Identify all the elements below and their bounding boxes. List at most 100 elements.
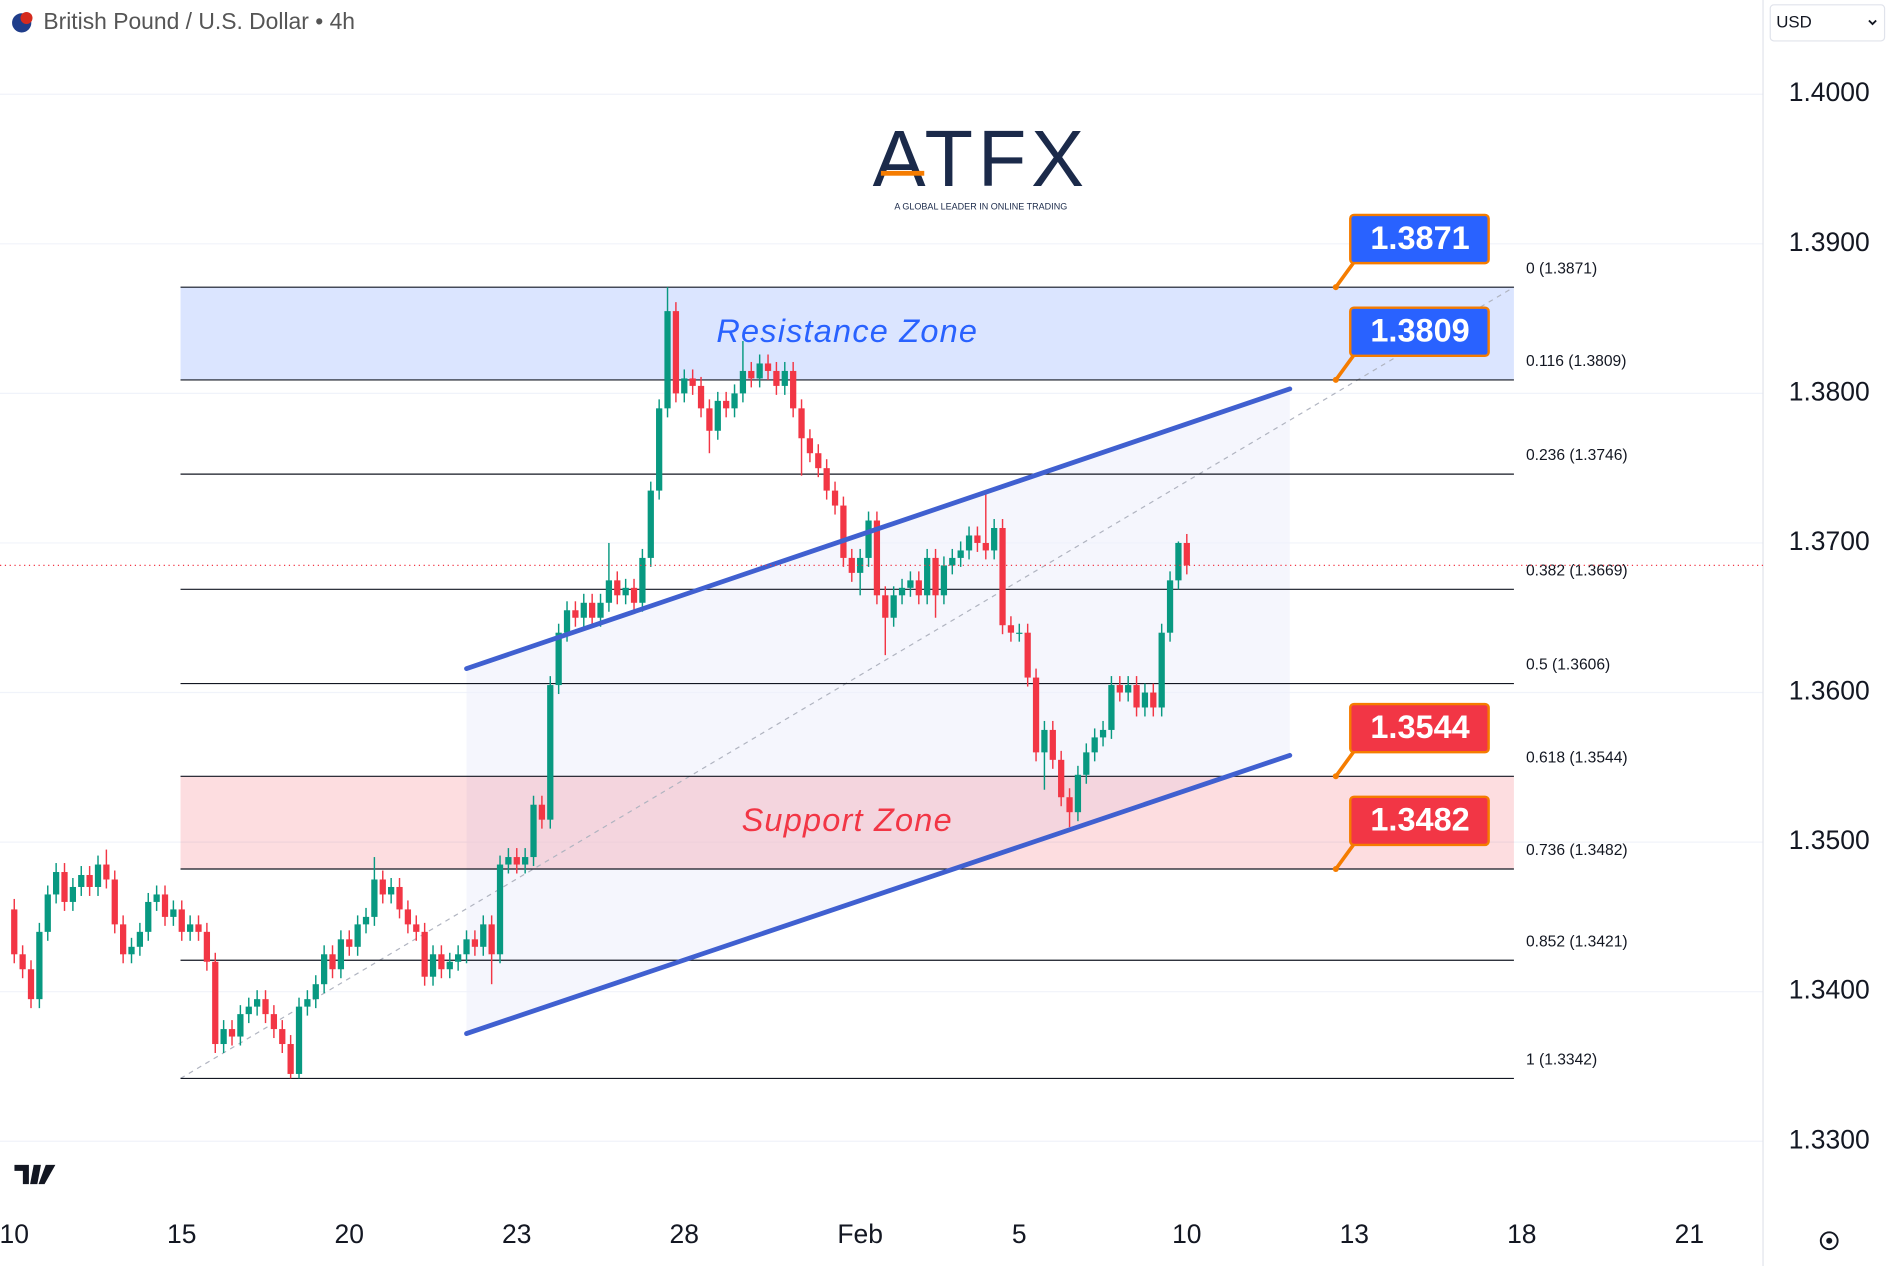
candle-body (806, 438, 814, 454)
candle-body (840, 505, 847, 558)
candle-body (1016, 632, 1023, 634)
candle-body (739, 370, 747, 394)
candle-body (136, 931, 144, 947)
candle-body (36, 931, 43, 1000)
candle-body (11, 909, 18, 955)
candle-body (438, 954, 445, 970)
candle-body (597, 602, 604, 618)
candle-body (697, 385, 705, 409)
candle-body (128, 946, 135, 955)
price-tag-label: 1.3871 (1370, 220, 1469, 256)
candle-body (1041, 729, 1048, 753)
candle-body (672, 311, 680, 394)
x-tick-label: Feb (837, 1219, 883, 1249)
candle-body (187, 924, 194, 932)
candle-body (1108, 685, 1115, 730)
tag-anchor (1332, 773, 1339, 780)
x-tick-label: 10 (0, 1219, 29, 1249)
fib-label: 1 (1.3342) (1526, 1052, 1597, 1069)
candle-body (446, 961, 453, 970)
candle-body (798, 408, 805, 439)
candle-body (488, 924, 495, 955)
candle-body (480, 924, 487, 947)
currency-label[interactable]: USD (1776, 12, 1812, 31)
candle-body (530, 804, 537, 858)
candle-body (69, 886, 77, 902)
price-tag-label: 1.3809 (1370, 313, 1469, 349)
candle-body (991, 527, 998, 551)
candle-body (1175, 542, 1182, 581)
candle-body (756, 363, 763, 379)
candle-body (19, 954, 26, 970)
candle-body (1116, 685, 1123, 693)
candle-body (471, 939, 479, 947)
candle-body (237, 1014, 244, 1037)
candle-body (111, 879, 118, 925)
candle-body (630, 587, 638, 603)
candle-body (262, 999, 269, 1015)
candle-body (429, 954, 437, 977)
candle-body (496, 864, 504, 955)
fib-label: 0.852 (1.3421) (1526, 933, 1628, 950)
candle-body (714, 400, 721, 431)
candle-body (731, 393, 738, 409)
y-tick-label: 1.3400 (1789, 975, 1870, 1005)
candle-body (907, 580, 914, 588)
background-layer (0, 93, 1764, 1142)
y-tick-label: 1.3600 (1789, 676, 1870, 706)
candle-body (1166, 580, 1174, 633)
tag-anchor (1332, 376, 1339, 383)
x-tick-label: 13 (1340, 1219, 1369, 1249)
x-tick-label: 28 (670, 1219, 699, 1249)
price-tag (1349, 306, 1490, 358)
x-tick-label: 15 (167, 1219, 196, 1249)
candle-body (1125, 685, 1132, 693)
candle-body (522, 857, 529, 865)
settings-icon[interactable] (1819, 1231, 1839, 1251)
fib-label: 0.116 (1.3809) (1526, 353, 1626, 370)
candle-body (580, 602, 587, 618)
logo-accent (880, 170, 925, 176)
candle-body (1150, 692, 1157, 708)
x-tick-label: 18 (1507, 1219, 1536, 1249)
candle-body (379, 879, 386, 895)
candle-body (1091, 737, 1098, 753)
candle-body (161, 894, 169, 917)
candle-body (773, 370, 780, 386)
candle-body (547, 685, 554, 820)
y-tick-label: 1.4000 (1789, 77, 1870, 107)
candle-body (831, 490, 839, 506)
tag-pointer (1334, 748, 1357, 778)
candle-body (572, 610, 579, 618)
channel-fill (466, 388, 1290, 1034)
candle-body (1024, 632, 1031, 678)
fib-diagonal (180, 286, 1515, 1079)
candle-body (999, 527, 1006, 626)
candle-body (982, 542, 989, 551)
candle-body (195, 924, 202, 932)
candle-body (723, 400, 730, 409)
candle-body (563, 610, 571, 633)
tag-anchor (1332, 284, 1339, 291)
candle-body (823, 468, 830, 491)
candle-body (940, 565, 948, 596)
candle-body (890, 595, 897, 618)
currency-select[interactable] (1769, 4, 1886, 42)
candle-body (1099, 729, 1107, 738)
candle-body (321, 954, 328, 985)
y-tick-label: 1.3900 (1789, 227, 1870, 257)
candle-body (656, 408, 663, 491)
y-tick-label: 1.3300 (1789, 1124, 1870, 1154)
candle-body (212, 961, 219, 1045)
candle-body (1074, 774, 1082, 813)
candle-body (949, 557, 956, 566)
y-tick-label: 1.3800 (1789, 376, 1870, 406)
candle-body (413, 924, 420, 932)
price-tag-label: 1.3544 (1370, 709, 1469, 745)
tag-pointer (1334, 352, 1357, 381)
candle-body (882, 595, 889, 618)
zone-label: Resistance Zone (716, 313, 978, 349)
candle-body (555, 632, 562, 686)
fib-label: 0.5 (1.3606) (1526, 657, 1610, 674)
